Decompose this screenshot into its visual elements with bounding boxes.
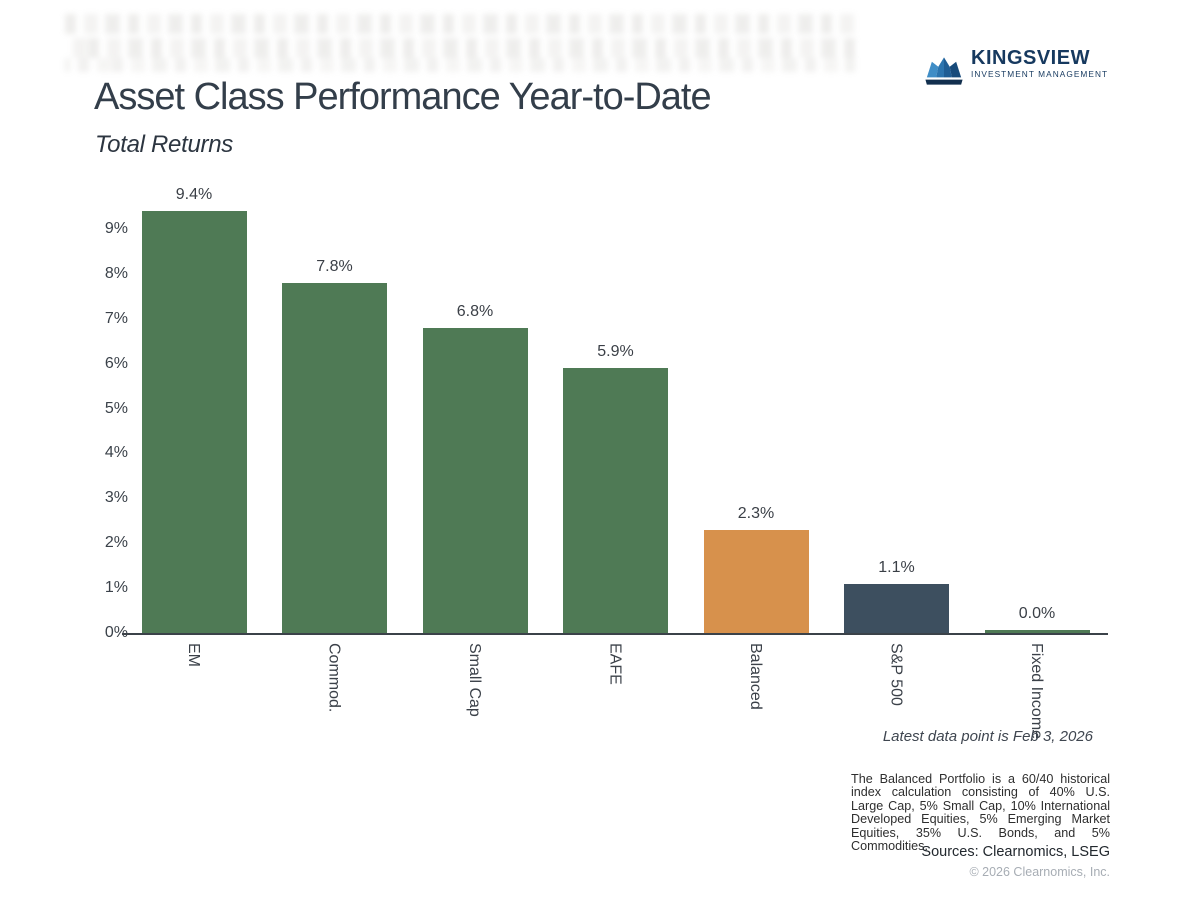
chart-subtitle: Total Returns <box>95 131 233 158</box>
bar-value-label: 6.8% <box>456 302 494 320</box>
bar-commod- <box>282 282 387 633</box>
x-axis-category-label: EM <box>185 643 202 667</box>
x-axis-line <box>122 633 1108 635</box>
bar-em <box>141 210 247 633</box>
y-axis-tick-label: 2% <box>104 534 128 552</box>
sources-line: Sources: Clearnomics, LSEG <box>921 844 1110 860</box>
latest-data-note: Latest data point is Feb 3, 2026 <box>882 728 1093 745</box>
x-axis-category-label: Commod. <box>325 643 343 713</box>
y-axis-tick-label: 6% <box>104 354 128 372</box>
x-axis-category-label: Balanced <box>747 643 764 710</box>
redacted-text-band <box>65 8 855 74</box>
brand-name: KINGSVIEW <box>971 47 1090 69</box>
y-axis-tick-label: 1% <box>104 579 128 597</box>
brand-tagline: INVESTMENT MANAGEMENT <box>971 69 1109 79</box>
bar-plot-area: 9.4% EM 7.8% Commod. 6.8% Small Cap 5.9% EAFE 2.… <box>135 186 1108 739</box>
bar-value-label: 0.0% <box>1018 605 1056 622</box>
redacted-line <box>65 58 855 72</box>
y-axis-tick-label: 8% <box>104 264 128 282</box>
brand-wordmark: KINGSVIEW INVESTMENT MANAGEMENT <box>971 48 1108 79</box>
y-axis-tick-label: 5% <box>104 399 128 417</box>
y-axis-tick-label: 3% <box>104 489 128 507</box>
bar-value-label: 7.8% <box>316 257 353 275</box>
redacted-line <box>65 14 855 34</box>
y-axis-tick-label: 0% <box>104 624 128 641</box>
redacted-line <box>65 38 855 58</box>
bar-value-label: 5.9% <box>597 343 634 361</box>
balanced-portfolio-footnote: The Balanced Portfolio is a 60/40 histor… <box>851 772 1110 854</box>
bar-s-p-500 <box>844 583 949 633</box>
copyright-line: © 2026 Clearnomics, Inc. <box>969 865 1110 879</box>
x-axis-category-label: Small Cap <box>466 643 483 717</box>
bar-fixed-income <box>984 630 1090 633</box>
chart-title: Asset Class Performance Year-to-Date <box>94 76 712 118</box>
bar-small-cap <box>422 327 528 633</box>
x-axis-category-label: S&P 500 <box>887 643 905 706</box>
bar-value-label: 2.3% <box>737 504 775 522</box>
bar-value-label: 1.1% <box>878 558 915 576</box>
bar-eafe <box>563 368 668 633</box>
y-axis-tick-label: 4% <box>104 444 128 462</box>
x-axis-category-label: Fixed Income <box>1028 643 1045 740</box>
y-axis-tick-label: 7% <box>104 309 128 327</box>
bar-value-label: 9.4% <box>175 185 213 203</box>
y-axis: 0% 1% 2% 3% 4% 5% 6% 7% 8% 9% <box>73 190 128 641</box>
y-axis-tick-label: 9% <box>104 219 128 237</box>
crown-icon <box>925 57 963 85</box>
kingsview-logo: KINGSVIEW INVESTMENT MANAGEMENT <box>924 48 1108 92</box>
bar-balanced <box>703 529 809 633</box>
x-axis-category-label: EAFE <box>606 643 624 685</box>
